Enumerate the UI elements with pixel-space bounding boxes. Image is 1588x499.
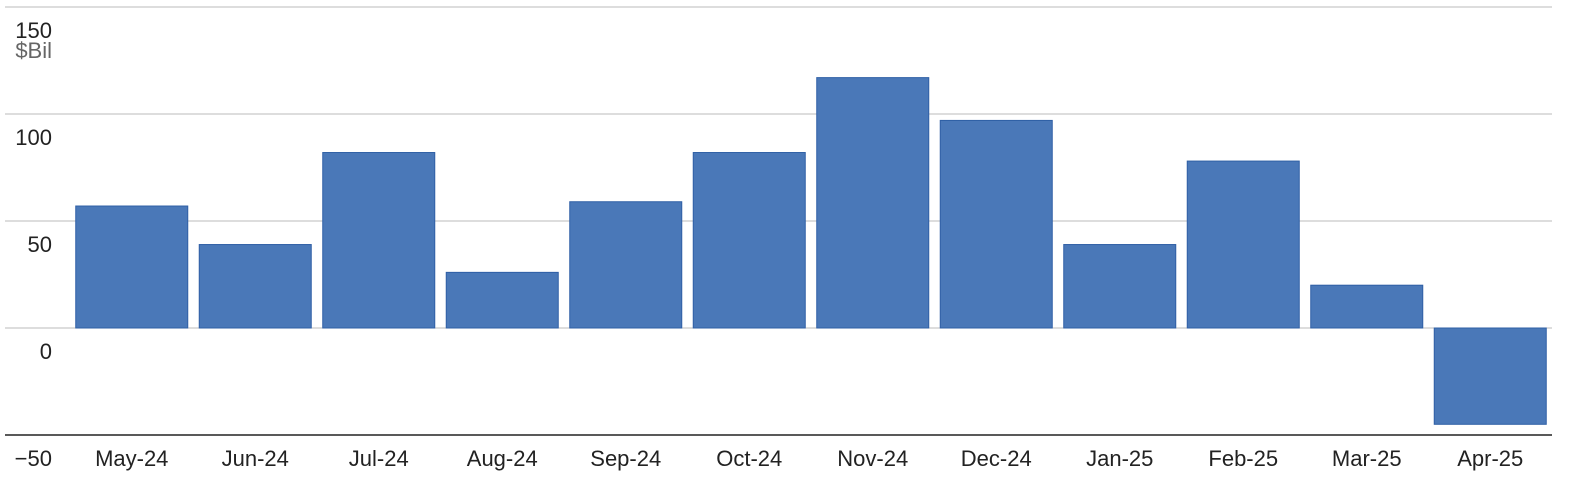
bar: [692, 152, 806, 329]
y-tick-label: 0: [40, 339, 52, 364]
x-tick-label: Mar-25: [1332, 446, 1402, 471]
bar: [939, 119, 1053, 329]
bar: [816, 77, 930, 329]
x-tick-label: Feb-25: [1208, 446, 1278, 471]
x-tick-label: Aug-24: [467, 446, 538, 471]
x-tick-label: May-24: [95, 446, 168, 471]
x-tick-label: Sep-24: [590, 446, 661, 471]
bar: [445, 271, 559, 329]
x-tick-label: Apr-25: [1457, 446, 1523, 471]
y-tick-label: −50: [15, 446, 52, 471]
bar: [75, 205, 189, 329]
bar: [1310, 284, 1424, 329]
x-tick-label: Jul-24: [349, 446, 409, 471]
x-tick-label: Jun-24: [222, 446, 289, 471]
bar: [569, 201, 683, 329]
bar: [198, 244, 312, 329]
y-tick-label: 50: [28, 232, 52, 257]
x-tick-label: Jan-25: [1086, 446, 1153, 471]
bar: [1433, 327, 1547, 425]
bar: [1186, 160, 1300, 329]
x-tick-label: Dec-24: [961, 446, 1032, 471]
y-tick-label: 100: [15, 125, 52, 150]
bar: [322, 152, 436, 329]
bar: [1063, 244, 1177, 329]
unit-label: $Bil: [15, 38, 52, 63]
x-tick-label: Nov-24: [837, 446, 908, 471]
x-tick-label: Oct-24: [716, 446, 782, 471]
y-tick-label: 150: [15, 18, 52, 43]
